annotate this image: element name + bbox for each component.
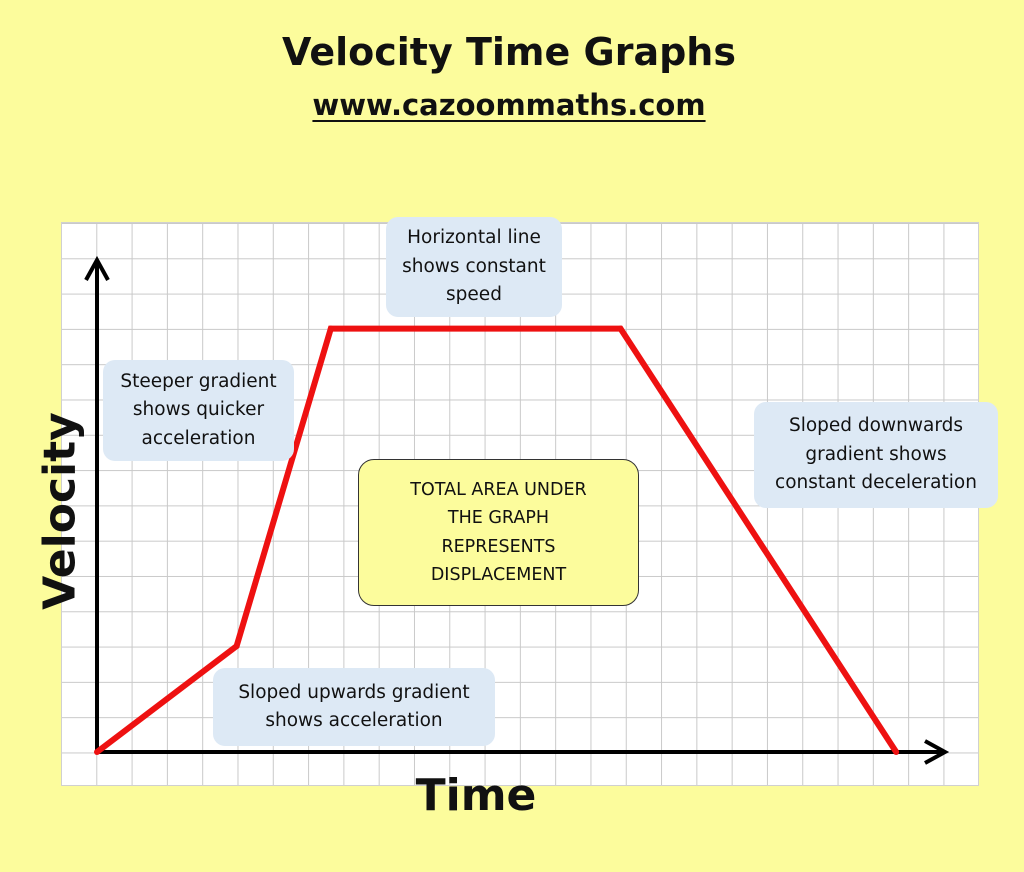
line-vertex-3 xyxy=(617,325,624,332)
page-title: Velocity Time Graphs xyxy=(282,30,736,74)
total-area-note: TOTAL AREA UNDER THE GRAPH REPRESENTS DI… xyxy=(358,459,639,606)
y-axis-arrowhead xyxy=(84,255,110,281)
x-axis-arrowhead xyxy=(924,739,950,765)
line-vertex-4 xyxy=(893,749,900,755)
line-vertex-2 xyxy=(327,325,334,332)
steeper-gradient-note: Steeper gradient shows quicker accelerat… xyxy=(103,360,294,461)
x-axis-label: Time xyxy=(415,770,537,821)
line-vertex-1 xyxy=(233,643,240,650)
line-vertex-0 xyxy=(94,749,100,755)
y-axis-label: Velocity xyxy=(34,412,86,610)
website-link[interactable]: www.cazoommaths.com xyxy=(312,88,706,122)
deceleration-note: Sloped downwards gradient shows constant… xyxy=(754,402,998,508)
acceleration-note: Sloped upwards gradient shows accelerati… xyxy=(213,668,495,746)
constant-speed-note: Horizontal line shows constant speed xyxy=(386,217,562,317)
axes xyxy=(84,255,950,765)
